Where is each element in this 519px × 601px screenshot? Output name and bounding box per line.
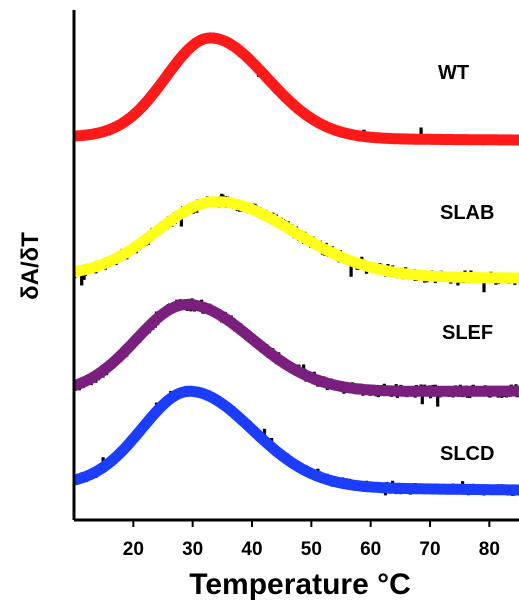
series-label-slef: SLEF <box>442 322 493 344</box>
x-ticks: 20 30 40 50 60 70 80 <box>123 520 500 560</box>
series-labels: WT SLAB SLEF SLCD <box>438 62 494 465</box>
raw-data-slcd <box>74 385 519 496</box>
x-tick-label: 70 <box>419 539 440 560</box>
raw-data-wt <box>74 32 519 146</box>
fit-line-slcd <box>74 385 519 496</box>
curves-group <box>74 32 519 496</box>
series-label-slcd: SLCD <box>440 443 494 465</box>
x-tick-label: 40 <box>241 539 262 560</box>
fit-line-wt <box>74 32 519 146</box>
x-tick-label: 60 <box>360 539 381 560</box>
fit-line-slab <box>74 196 519 284</box>
fit-line-slef <box>74 299 519 397</box>
x-tick-label: 50 <box>301 539 322 560</box>
y-axis-title: δA/δT <box>17 232 44 300</box>
x-tick-label: 80 <box>479 539 500 560</box>
series-label-wt: WT <box>438 62 469 84</box>
x-axis-title: Temperature °C <box>189 568 411 601</box>
x-tick-label: 20 <box>123 539 144 560</box>
x-tick-label: 30 <box>182 539 203 560</box>
series-label-slab: SLAB <box>440 202 494 224</box>
